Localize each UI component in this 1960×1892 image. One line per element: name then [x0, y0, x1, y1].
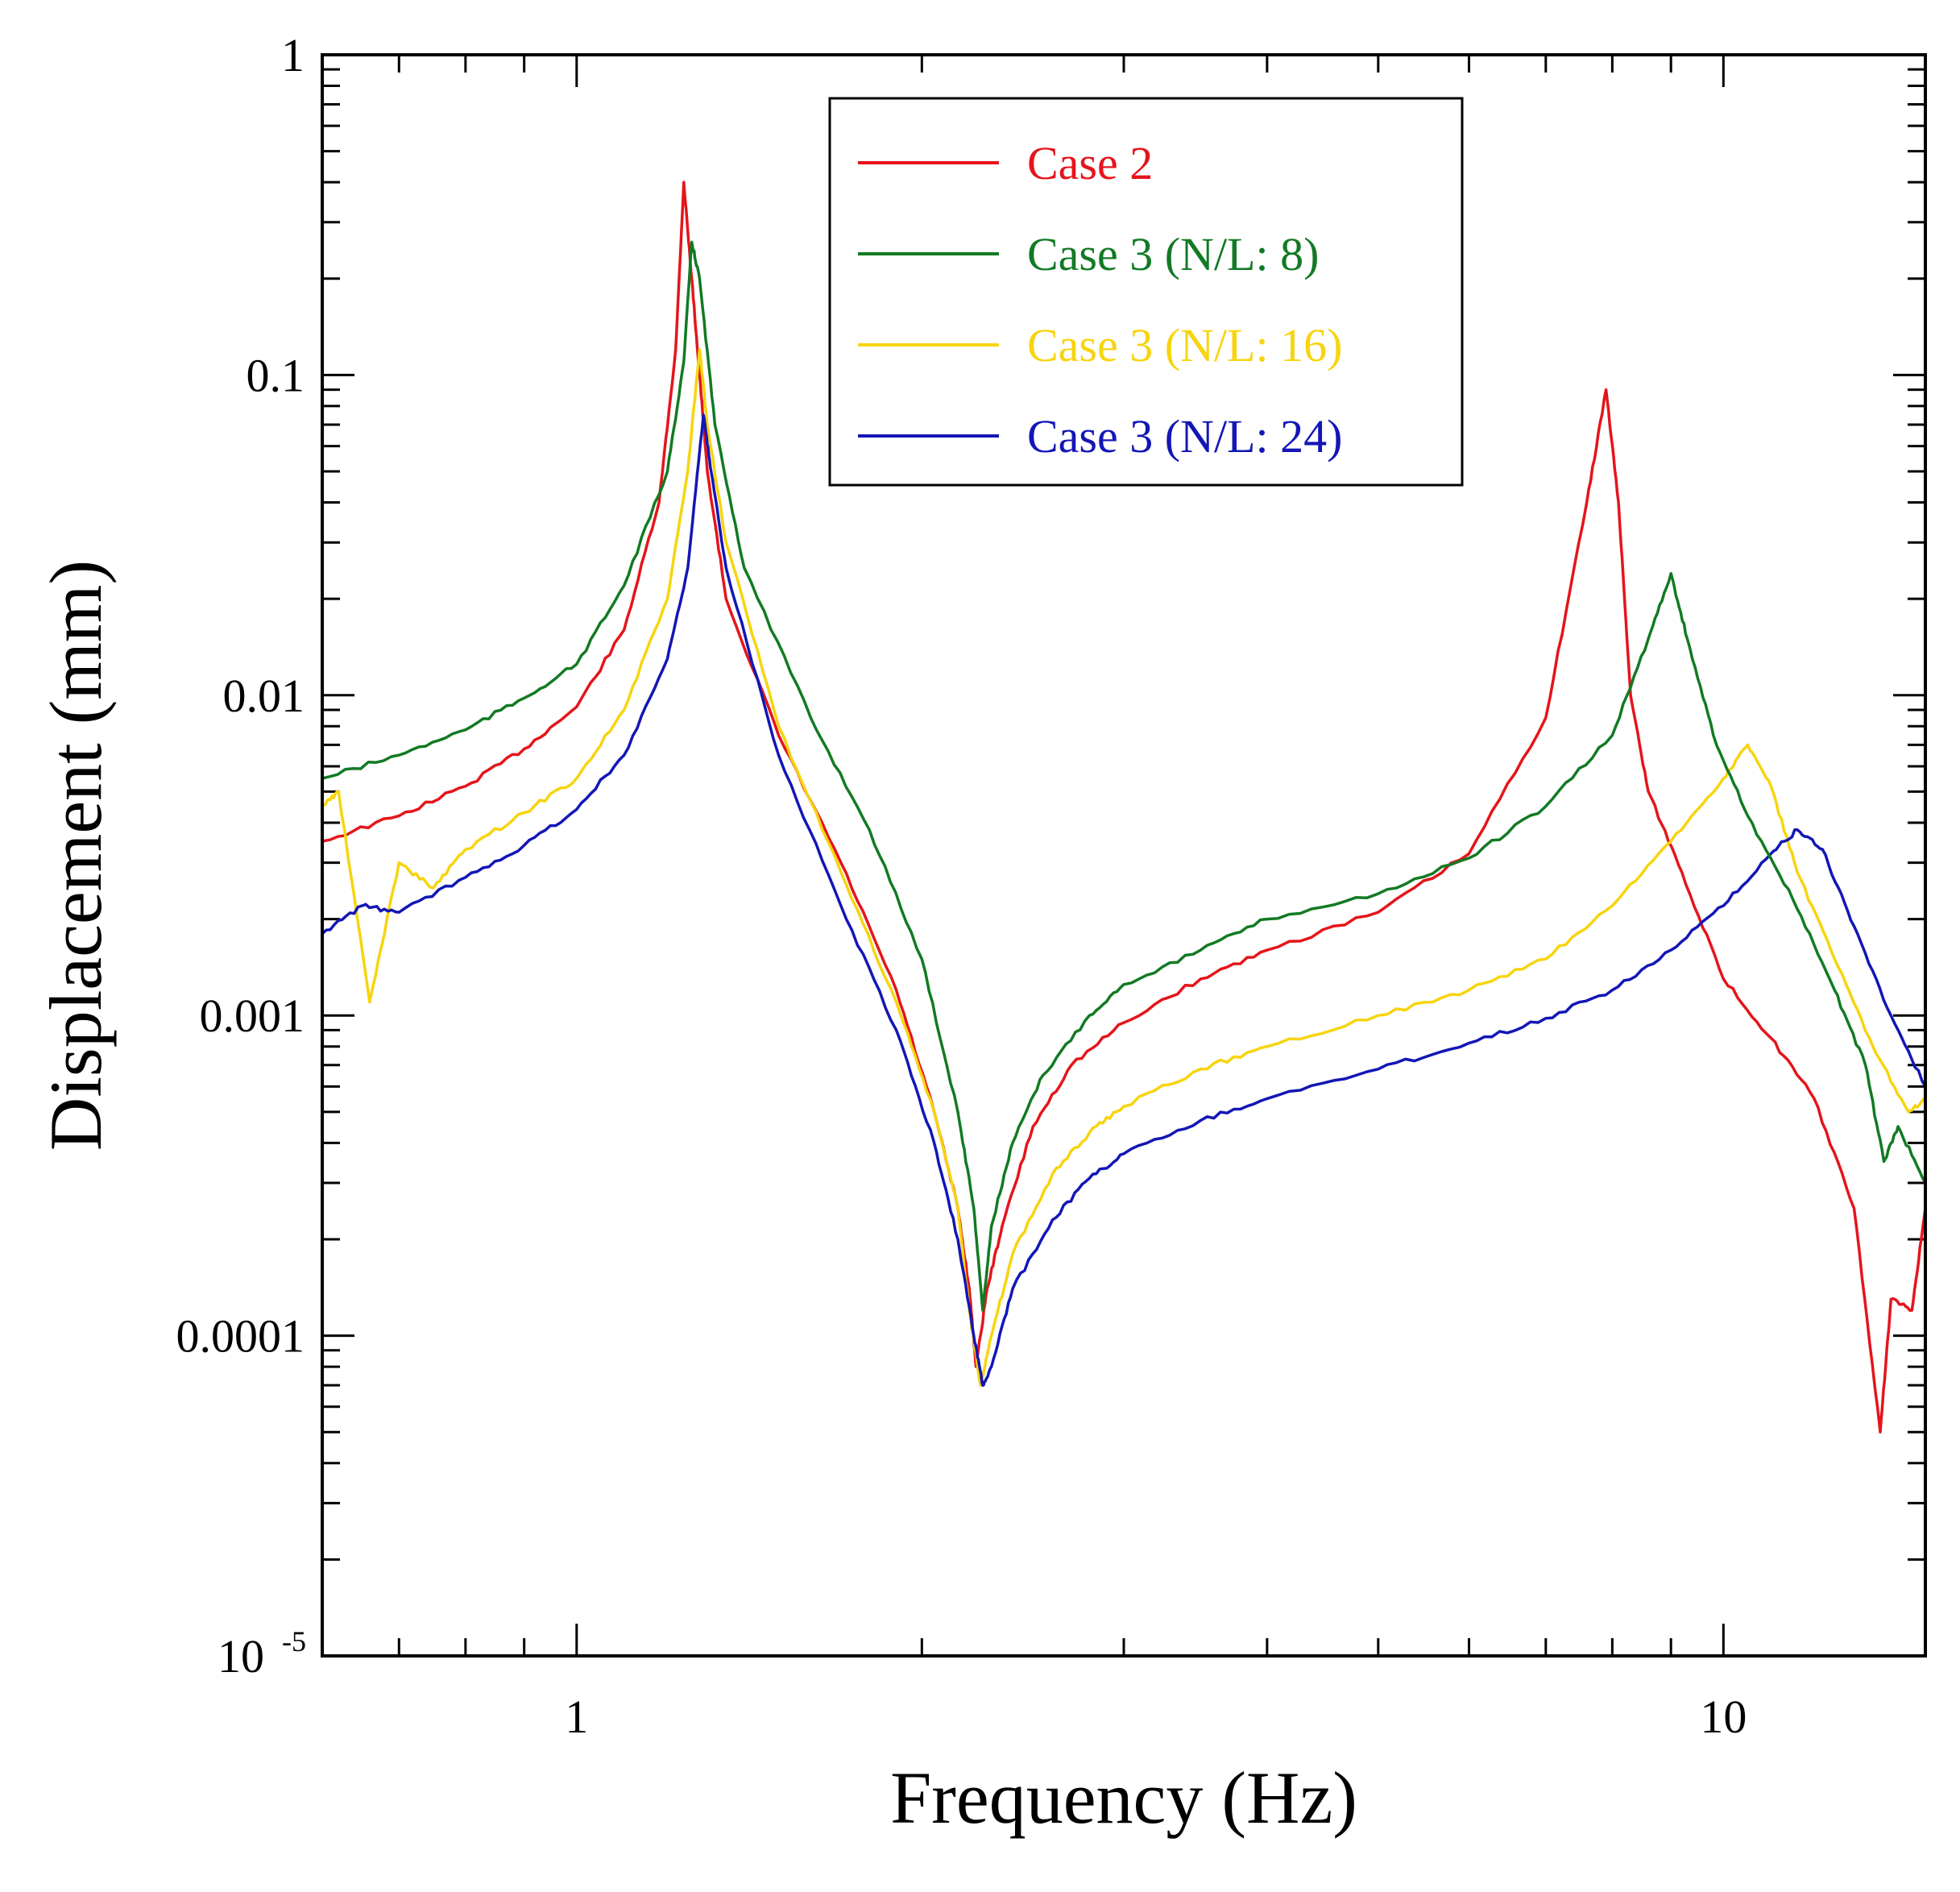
tick-label-layer: 1 10 1 0.1 0.01 0.001 0.0001 10 -5 — [176, 29, 1747, 1743]
legend-label-case-3-nl-24: Case 3 (N/L: 24) — [1027, 410, 1342, 463]
y-tick-label: 0.01 — [223, 670, 305, 722]
y-tick-label: 1 — [281, 29, 305, 81]
y-tick-label: 0.0001 — [176, 1310, 305, 1363]
legend: Case 2 Case 3 (N/L: 8) Case 3 (N/L: 16) … — [828, 97, 1464, 487]
series-line-case-3-n-l-8 — [321, 240, 1927, 1312]
y-tick-label: 0.001 — [200, 990, 305, 1042]
y-tick-label: 10 — [218, 1630, 264, 1682]
plot-frame — [321, 53, 1927, 1658]
series-layer — [321, 180, 1927, 1434]
series-line-case-3-n-l-24 — [321, 413, 1927, 1387]
series-line-case-2 — [321, 180, 1927, 1434]
y-tick-exponent: -5 — [282, 1625, 306, 1658]
y-tick-label: 0.1 — [247, 349, 305, 401]
y-axis-title: Displacement (mm) — [35, 560, 117, 1151]
legend-label-case-2: Case 2 — [1027, 137, 1153, 189]
x-tick-label: 10 — [1700, 1691, 1747, 1743]
series-line-case-3-n-l-16 — [321, 348, 1926, 1387]
legend-label-case-3-nl-8: Case 3 (N/L: 8) — [1027, 228, 1319, 280]
x-axis-title: Frequency (Hz) — [890, 1757, 1357, 1839]
legend-label-case-3-nl-16: Case 3 (N/L: 16) — [1027, 319, 1342, 371]
x-tick-label: 1 — [565, 1691, 588, 1743]
